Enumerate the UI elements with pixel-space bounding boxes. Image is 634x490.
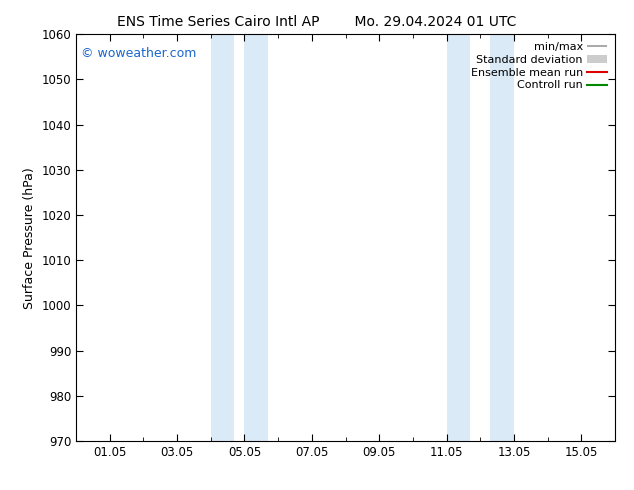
Legend: min/max, Standard deviation, Ensemble mean run, Controll run: min/max, Standard deviation, Ensemble me…	[469, 40, 609, 93]
Bar	[490, 34, 514, 441]
Text: ENS Time Series Cairo Intl AP        Mo. 29.04.2024 01 UTC: ENS Time Series Cairo Intl AP Mo. 29.04.…	[117, 15, 517, 29]
Bar	[245, 34, 268, 441]
Bar	[210, 34, 235, 441]
Text: © woweather.com: © woweather.com	[81, 47, 197, 59]
Y-axis label: Surface Pressure (hPa): Surface Pressure (hPa)	[23, 167, 36, 309]
Bar	[446, 34, 470, 441]
